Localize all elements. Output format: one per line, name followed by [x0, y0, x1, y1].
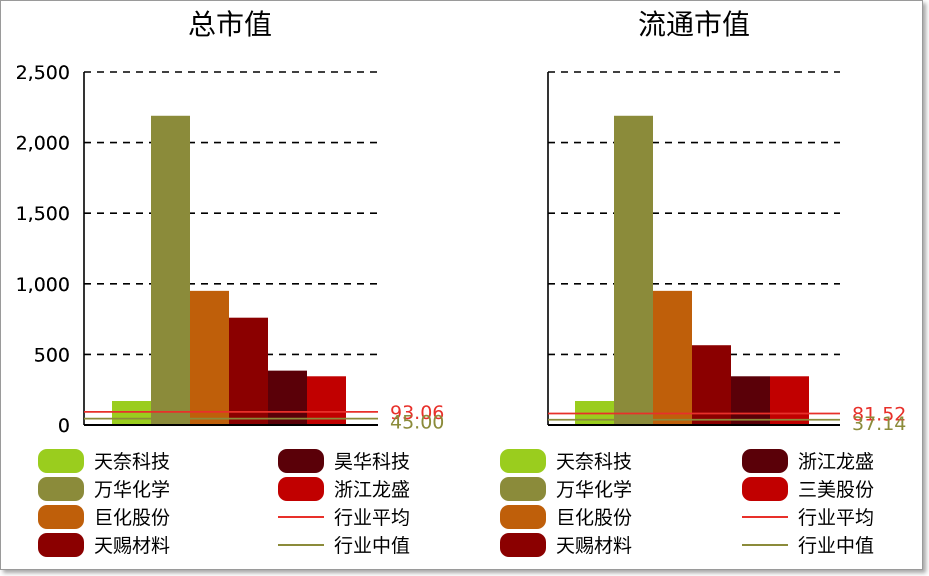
reference-value-label: 45.00: [390, 412, 444, 434]
legend-swatch: [38, 533, 84, 557]
bar-天奈科技: [112, 400, 151, 425]
y-tick-label: 0: [58, 415, 70, 437]
bar-巨化股份: [653, 290, 692, 425]
legend-item: 浙江龙盛: [278, 477, 410, 501]
legend-label: 天奈科技: [556, 451, 632, 473]
bar-天赐材料: [692, 345, 731, 425]
legend-item: 巨化股份: [38, 505, 170, 529]
y-tick-label: 2,500: [16, 62, 70, 84]
legend-label: 三美股份: [798, 479, 874, 501]
y-tick-label: 500: [34, 344, 70, 366]
legend-item: 昊华科技: [278, 449, 410, 473]
legend-label: 行业中值: [798, 535, 874, 557]
legend-label: 天奈科技: [94, 451, 170, 473]
legend-item: 浙江龙盛: [742, 449, 874, 473]
reference-value-label: 93.06: [390, 402, 444, 424]
legend-item: 万华化学: [500, 477, 632, 501]
bar-万华化学: [614, 115, 653, 425]
y-tick-label: 1,000: [16, 274, 70, 296]
legend-swatch: [500, 449, 546, 473]
legend-label: 巨化股份: [94, 507, 170, 529]
legend-item: 天奈科技: [500, 449, 632, 473]
legend-item: 行业中值: [278, 535, 410, 557]
legend-swatch: [742, 477, 788, 501]
legend-item: 万华化学: [38, 477, 170, 501]
bar-三美股份: [770, 376, 809, 425]
legend-swatch: [500, 477, 546, 501]
bar-巨化股份: [190, 290, 229, 425]
legend-item: 三美股份: [742, 477, 874, 501]
legend-swatch: [742, 449, 788, 473]
legend-label: 行业平均: [334, 507, 410, 529]
y-tick-label: 1,500: [16, 203, 70, 225]
legend-label: 浙江龙盛: [334, 479, 410, 501]
legend-swatch: [278, 449, 324, 473]
reference-value-label: 37.14: [852, 413, 906, 435]
y-tick-label: 1,000: [16, 274, 70, 296]
legend-item: 行业平均: [278, 507, 410, 529]
y-tick-label: 1,500: [16, 203, 70, 225]
legend-item: 巨化股份: [500, 505, 632, 529]
legend-item: 行业平均: [742, 507, 874, 529]
legend-swatch: [38, 505, 84, 529]
legend-label: 天赐材料: [94, 535, 170, 557]
y-tick-label: 500: [34, 344, 70, 366]
legend-label: 巨化股份: [556, 507, 632, 529]
legend-swatch: [38, 477, 84, 501]
legend-label: 万华化学: [556, 479, 632, 501]
legend-swatch: [500, 505, 546, 529]
legend-label: 行业中值: [334, 535, 410, 557]
bar-昊华科技: [268, 370, 307, 425]
y-tick-label: 0: [58, 415, 70, 437]
bar-浙江龙盛: [731, 376, 770, 425]
legend-swatch: [38, 449, 84, 473]
chart-title: 总市值: [188, 8, 272, 41]
y-tick-label: 2,000: [16, 133, 70, 155]
y-tick-label: 2,500: [16, 62, 70, 84]
bar-万华化学: [151, 115, 190, 425]
legend-label: 昊华科技: [334, 451, 410, 473]
bar-天赐材料: [229, 317, 268, 425]
legend-label: 行业平均: [798, 507, 874, 529]
reference-value-label: 81.52: [852, 403, 906, 425]
chart-title: 流通市值: [638, 8, 750, 41]
legend-item: 天赐材料: [500, 533, 632, 557]
legend-label: 天赐材料: [556, 535, 632, 557]
legend-label: 浙江龙盛: [798, 451, 874, 473]
legend-item: 天赐材料: [38, 533, 170, 557]
legend-swatch: [500, 533, 546, 557]
legend-swatch: [278, 477, 324, 501]
legend-item: 行业中值: [742, 535, 874, 557]
legend-item: 天奈科技: [38, 449, 170, 473]
bar-浙江龙盛: [307, 376, 346, 425]
y-tick-label: 2,000: [16, 133, 70, 155]
legend-label: 万华化学: [94, 479, 170, 501]
